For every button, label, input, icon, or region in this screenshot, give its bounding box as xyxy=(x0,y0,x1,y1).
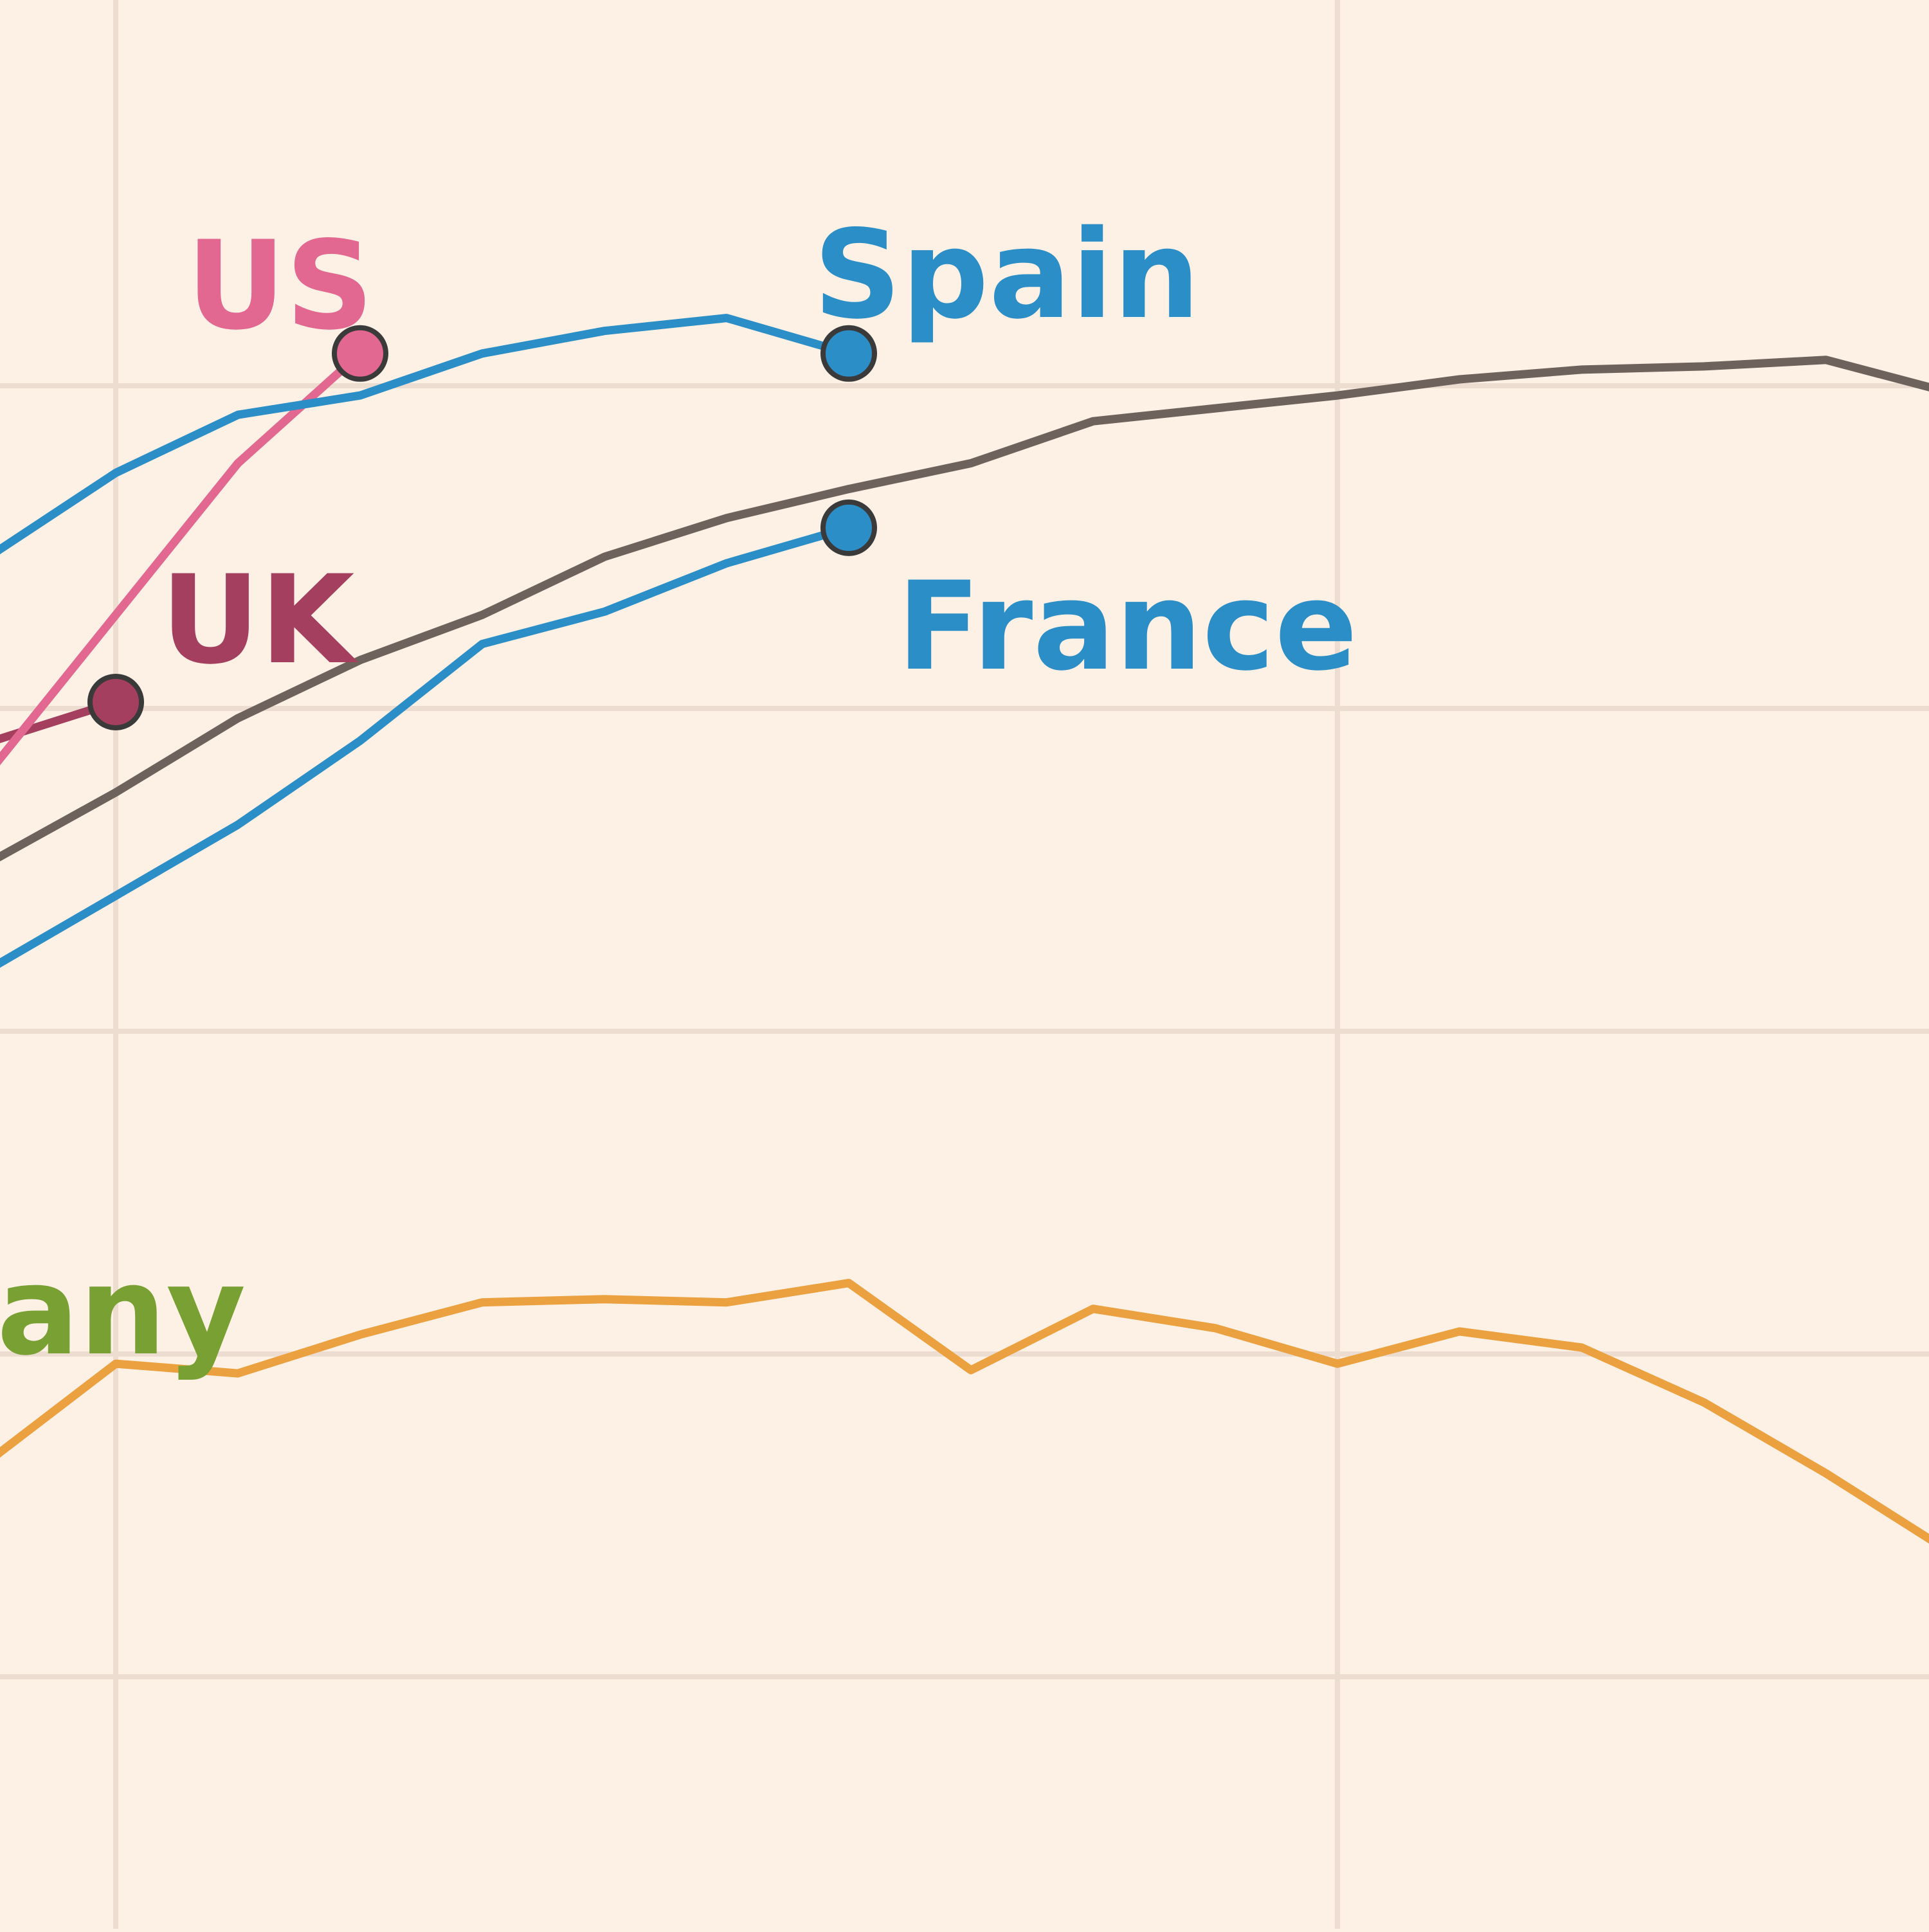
end-marker-uk xyxy=(87,673,144,730)
series-line-spain xyxy=(0,314,853,555)
series-label-france: France xyxy=(897,555,1357,698)
series-label-uk: UK xyxy=(161,549,358,691)
series-line-france xyxy=(0,523,853,968)
series-line-germany xyxy=(0,1279,1929,1544)
series-line-italy xyxy=(0,356,1929,862)
series-label-germany: any xyxy=(0,1240,246,1382)
end-marker-us xyxy=(332,325,388,382)
series-labels: US Spain UK France any xyxy=(0,204,1357,1382)
end-marker-france xyxy=(820,499,877,556)
end-marker-spain xyxy=(820,325,877,382)
series-label-us: US xyxy=(186,215,374,357)
series-label-spain: Spain xyxy=(813,204,1200,346)
series-markers xyxy=(87,325,877,730)
